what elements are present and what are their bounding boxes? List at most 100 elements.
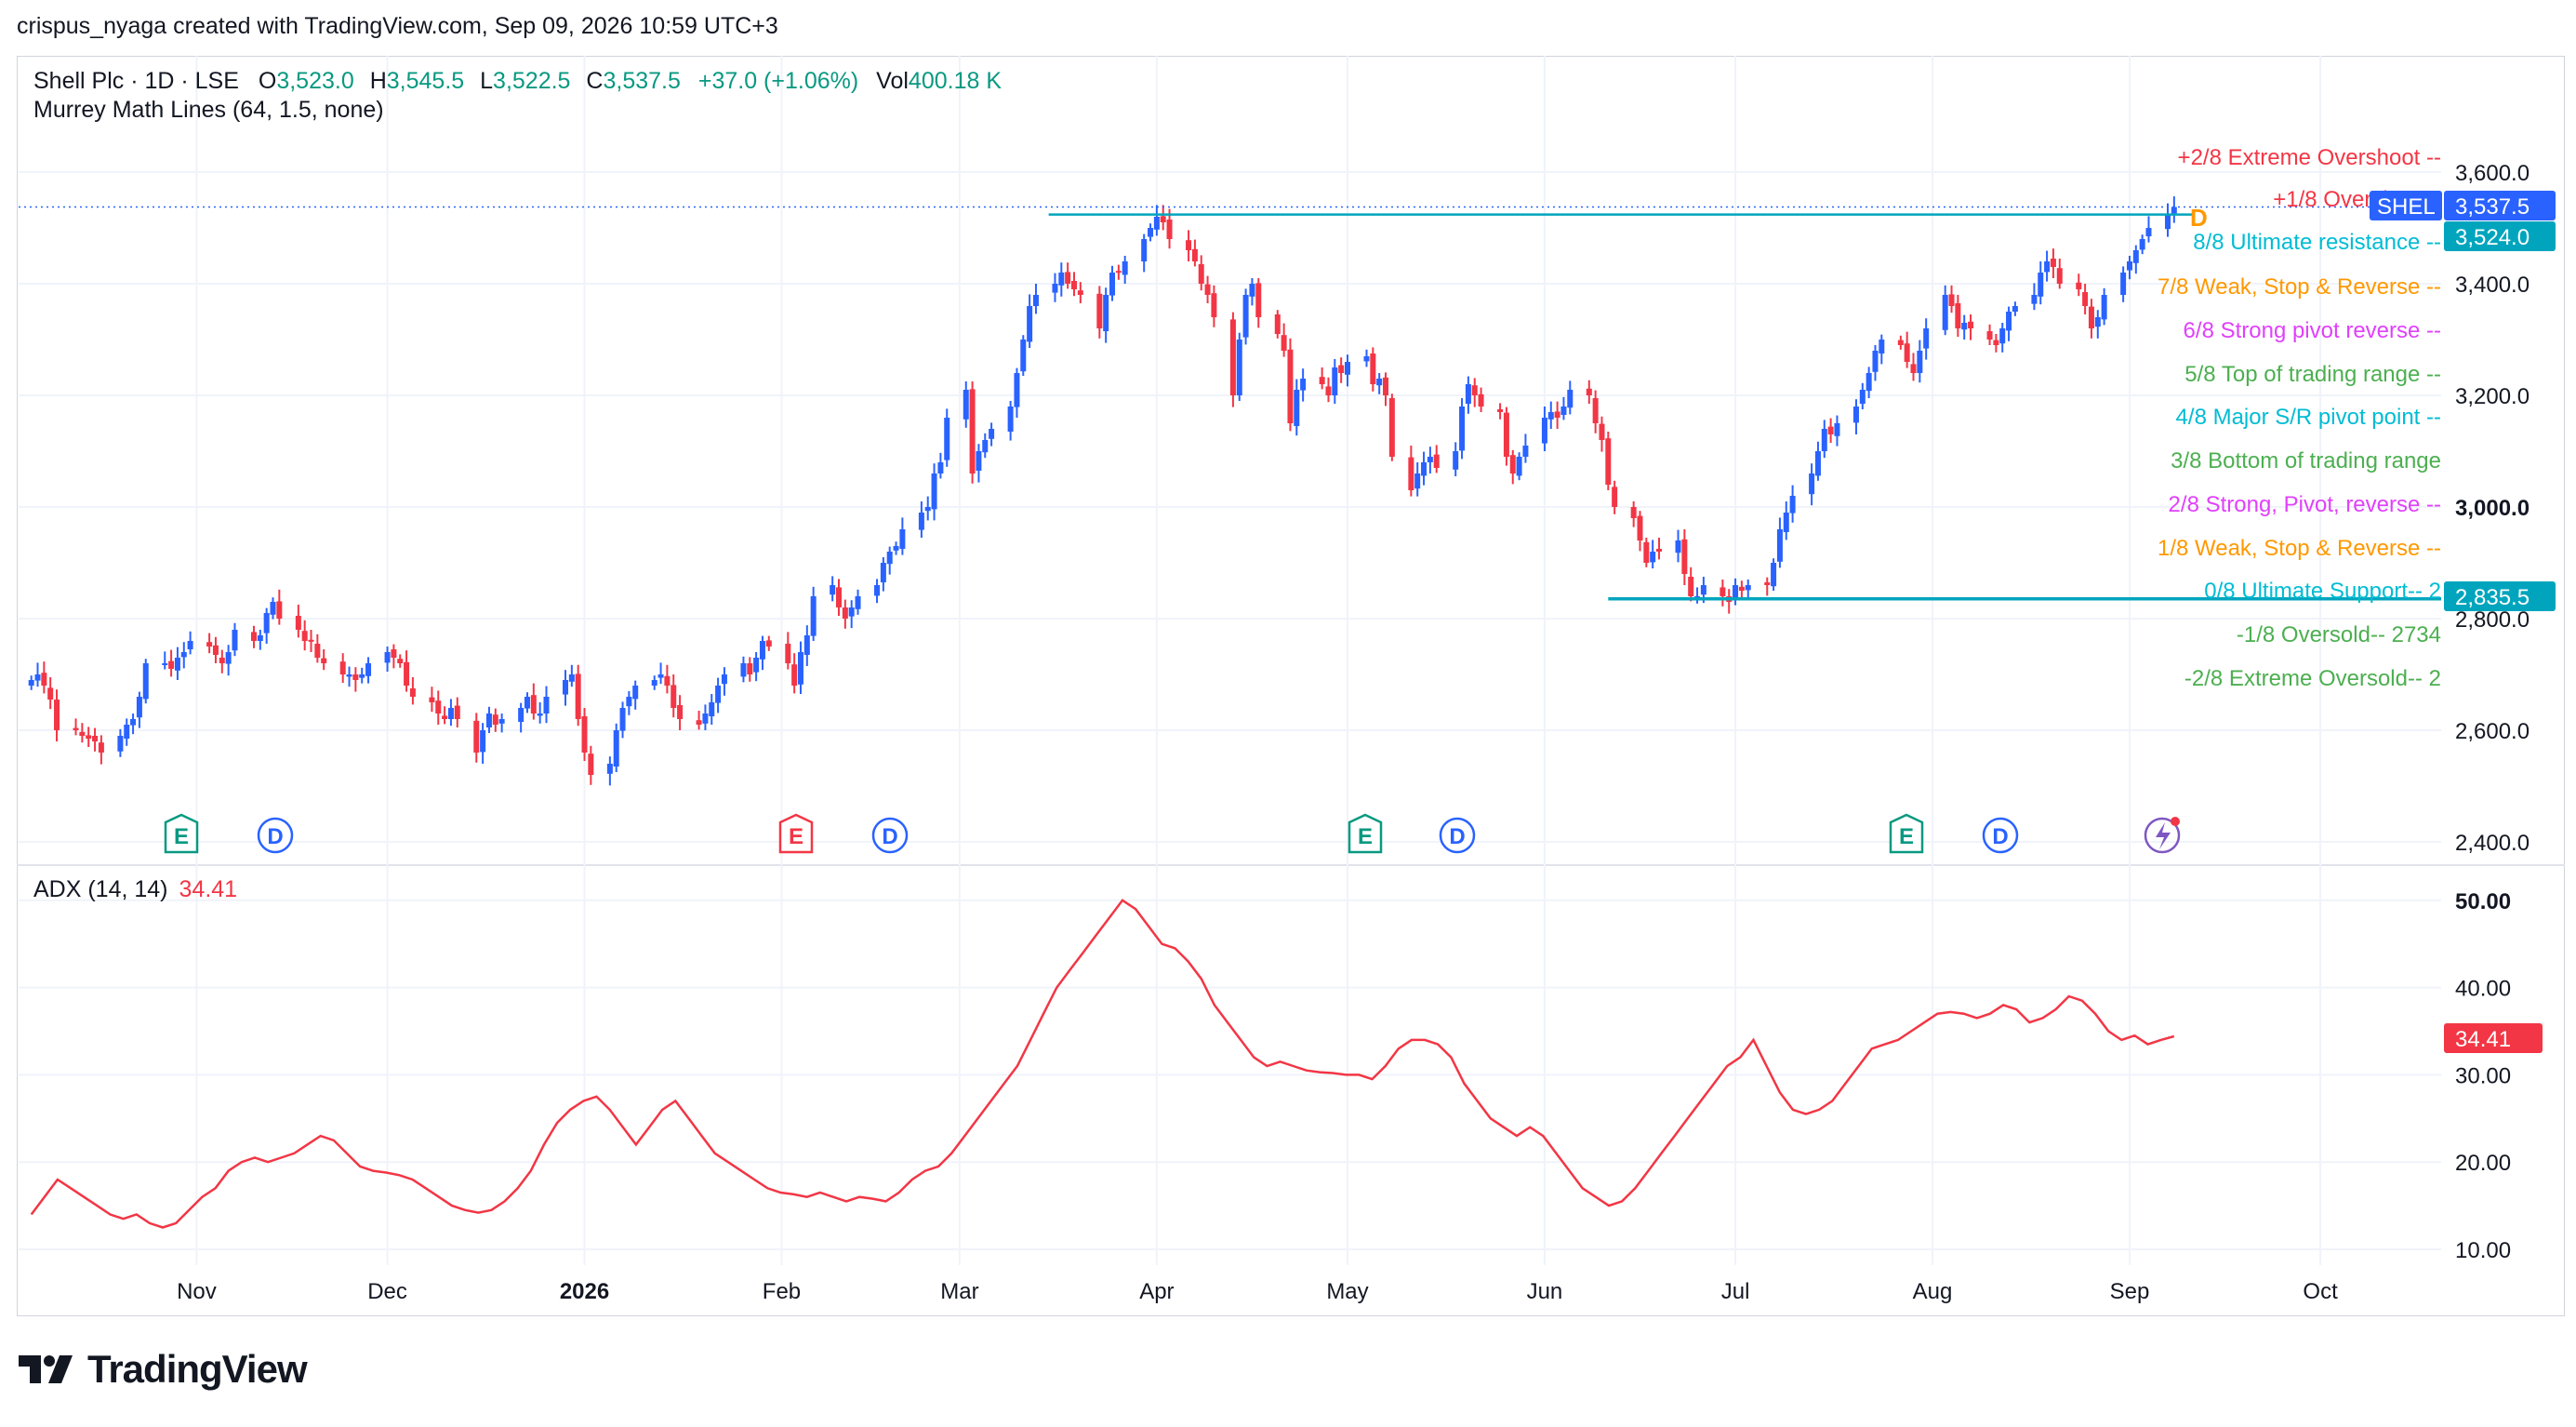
candle-body	[1993, 340, 1999, 345]
candle-body	[1522, 446, 1529, 457]
candle-body	[250, 632, 257, 641]
murrey-line-label: 5/8 Top of trading range --	[2184, 362, 2441, 387]
murrey-line-label: 2/8 Strong, Pivot, reverse --	[2169, 492, 2441, 517]
candle-body	[276, 601, 283, 619]
candle-body	[1459, 407, 1466, 451]
candle-body	[581, 716, 588, 753]
candle-body	[1503, 412, 1509, 457]
candle-body	[2076, 282, 2082, 289]
candle-body	[124, 725, 130, 739]
price-tick-label: 3,600.0	[2455, 161, 2530, 186]
indicator-legend[interactable]: Murrey Math Lines (64, 1.5, none)	[33, 97, 384, 123]
event-marker-letter: D	[267, 824, 283, 849]
candle-body	[41, 673, 47, 686]
candle-body	[1643, 541, 1650, 563]
candle-body	[1471, 385, 1478, 395]
candle-body	[1834, 423, 1840, 436]
candle-body	[563, 680, 569, 695]
candle-body	[937, 462, 944, 473]
candle-body	[1109, 273, 1116, 296]
candle-body	[1986, 331, 1993, 340]
volume-label: Vol	[876, 68, 909, 94]
candle-body	[1287, 349, 1294, 423]
candle-body	[810, 596, 817, 636]
dividend-marker[interactable]: D	[871, 817, 909, 854]
candle-body	[2044, 261, 2051, 273]
earnings-marker[interactable]: E	[778, 813, 814, 854]
candle-body	[715, 686, 722, 703]
candle-body	[1599, 423, 1605, 440]
candle-body	[1852, 407, 1859, 423]
candle-body	[530, 695, 537, 714]
candle-body	[1999, 328, 2006, 344]
tradingview-logo[interactable]: TradingView	[19, 1347, 308, 1392]
upcoming-events-icon[interactable]	[2144, 817, 2181, 854]
support-price-badge: 2,835.5	[2444, 581, 2556, 611]
candle-body	[1688, 577, 1694, 596]
time-axis-label: May	[1326, 1279, 1368, 1304]
candle-body	[28, 680, 34, 686]
candle-body	[2120, 273, 2127, 295]
candle-body	[1383, 377, 1389, 395]
candle-body	[568, 674, 575, 682]
time-axis-label: Nov	[177, 1279, 217, 1304]
earnings-marker[interactable]: E	[1889, 813, 1924, 854]
candle-body	[1141, 239, 1148, 261]
adx-value-badge: 34.41	[2444, 1023, 2543, 1053]
candle-body	[1560, 407, 1567, 415]
candle-body	[1547, 412, 1554, 420]
candle-body	[1783, 513, 1789, 532]
candle-body	[1948, 294, 1955, 306]
candle-body	[1605, 438, 1612, 485]
time-axis-label: Feb	[763, 1279, 801, 1304]
candle-body	[1242, 295, 1249, 338]
event-marker-letter: E	[1899, 824, 1914, 849]
dividend-marker-shape	[1439, 817, 1476, 854]
high-value: 3,545.5	[386, 68, 465, 94]
adx-value-badge-text: 34.41	[2455, 1027, 2511, 1052]
candle-body	[1198, 264, 1204, 284]
candle-body	[797, 652, 803, 685]
candle-body	[2139, 239, 2145, 250]
dividend-marker[interactable]: D	[257, 817, 294, 854]
candle-body	[1923, 328, 1930, 349]
candle-body	[1809, 473, 1815, 495]
candle-body	[257, 635, 263, 641]
candle-body	[180, 652, 187, 658]
candle-body	[1052, 284, 1058, 293]
candle-body	[989, 429, 995, 439]
murrey-line-label: 1/8 Weak, Stop & Reverse --	[2158, 536, 2441, 561]
ohlc-legend: Shell Plc · 1D · LSE O3,523.0 H3,545.5 L…	[33, 65, 1002, 97]
adx-legend[interactable]: ADX (14, 14) 34.41	[33, 876, 237, 903]
adx-tick-label: 30.00	[2455, 1063, 2511, 1088]
candle-body	[1630, 507, 1637, 518]
price-tick-label: 3,000.0	[2455, 496, 2530, 521]
candle-body	[931, 473, 937, 510]
candle-body	[537, 714, 543, 716]
candle-body	[1814, 451, 1821, 476]
candle-body	[473, 720, 480, 753]
earnings-marker[interactable]: E	[1348, 813, 1383, 854]
candle-body	[1058, 273, 1065, 286]
dividend-marker[interactable]: D	[1982, 817, 2019, 854]
candle-body	[1294, 390, 1300, 426]
candle-body	[480, 730, 486, 753]
candle-body	[1637, 515, 1643, 540]
candle-body	[1656, 549, 1663, 552]
candle-body	[187, 641, 193, 649]
candle-body	[1955, 303, 1961, 328]
dividend-marker[interactable]: D	[1439, 817, 1476, 854]
symbol-badge-text: SHEL	[2377, 194, 2436, 220]
candle-body	[1910, 364, 1917, 373]
chart-panel[interactable]	[17, 56, 2565, 1316]
level-price-badge-bg	[2444, 221, 2556, 251]
candle-body	[1897, 340, 1904, 345]
level-price-badge-text: 3,524.0	[2455, 225, 2530, 250]
earnings-marker[interactable]: E	[164, 813, 199, 854]
candle-body	[212, 645, 219, 655]
candle-body	[1866, 373, 1872, 392]
candle-body	[79, 731, 86, 736]
candle-body	[874, 585, 881, 596]
candle-body	[671, 685, 677, 708]
